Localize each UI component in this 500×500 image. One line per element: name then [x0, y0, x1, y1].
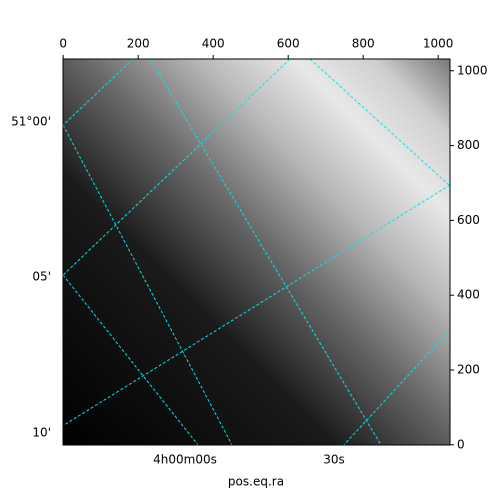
- x-tick-label: 600: [277, 37, 300, 51]
- grid-line: [343, 329, 450, 445]
- y-tick-label: 400: [457, 288, 480, 302]
- x-tick-label: 400: [202, 37, 225, 51]
- grid-line: [309, 59, 450, 187]
- world-tick-label: 05': [32, 270, 51, 284]
- grid-line: [149, 59, 382, 445]
- x-tick-label: 800: [352, 37, 375, 51]
- grid-line: [63, 274, 199, 445]
- world-tick-label: 30s: [323, 453, 345, 467]
- grid-line: [63, 184, 450, 427]
- world-tick-label: 4h00m00s: [153, 453, 217, 467]
- world-tick-label: 10': [32, 426, 51, 440]
- grid-line: [63, 124, 233, 445]
- frame: [62, 58, 451, 446]
- x-tick-label: 200: [127, 37, 150, 51]
- y-tick-label: 600: [457, 213, 480, 227]
- image: [63, 59, 450, 445]
- y-tick-label: 800: [457, 138, 480, 152]
- y-tick-label: 0: [457, 437, 465, 451]
- x-tick-label: 1000: [423, 37, 454, 51]
- x-tick-label: 0: [59, 37, 67, 51]
- grid-line: [63, 59, 291, 276]
- grid-line: [63, 59, 134, 126]
- x-axis-label: pos.eq.ra: [228, 475, 284, 489]
- world-tick-label: 51°00': [11, 115, 51, 129]
- y-tick-label: 1000: [457, 63, 488, 77]
- world-grid: [63, 59, 450, 445]
- y-tick-label: 200: [457, 363, 480, 377]
